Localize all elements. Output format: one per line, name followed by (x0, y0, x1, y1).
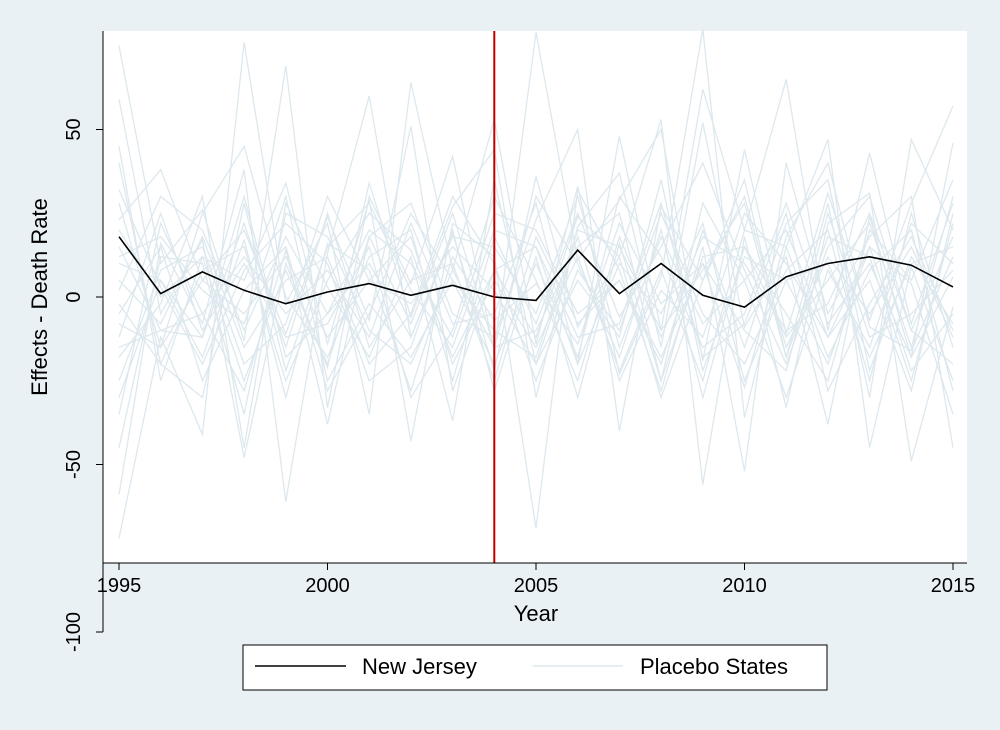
placebo-series-line-14 (118, 179, 954, 448)
y-tick-label: 0 (63, 291, 85, 302)
placebo-series-line-15 (118, 162, 954, 400)
placebo-series-line-24 (118, 200, 954, 399)
legend: New Jersey Placebo States (242, 644, 828, 691)
placebo-series-line-2 (118, 28, 954, 539)
placebo-series-line-3 (118, 99, 954, 458)
x-tick-label: 2015 (931, 575, 976, 597)
placebo-series-line-17 (118, 195, 954, 384)
x-tick-label: 2005 (514, 575, 559, 597)
x-axis-ticks: 1995 2000 2005 2010 2015 (97, 563, 976, 597)
placebo-series-line-18 (118, 194, 954, 400)
x-tick-label: 1995 (97, 575, 142, 597)
x-tick-label: 2010 (722, 575, 767, 597)
y-axis-title: Effects - Death Rate (27, 198, 52, 396)
placebo-series-line-23 (118, 196, 954, 384)
y-tick-label: -50 (63, 450, 85, 479)
legend-label-new-jersey: New Jersey (362, 654, 477, 679)
y-axis-ticks: -100 -50 0 50 (63, 118, 103, 652)
placebo-lines (118, 28, 954, 539)
legend-box (242, 644, 828, 691)
x-tick-label: 2000 (305, 575, 350, 597)
placebo-series-line-13 (118, 178, 954, 374)
placebo-series-line-20 (118, 211, 954, 398)
legend-label-placebo-states: Placebo States (640, 654, 788, 679)
placebo-series-line-21 (118, 194, 954, 373)
placebo-series-line-22 (118, 201, 954, 383)
y-tick-label: 50 (63, 118, 85, 140)
series-line-new-jersey (118, 236, 954, 308)
placebo-series-line-25 (118, 194, 954, 384)
y-tick-label: -100 (63, 612, 85, 652)
treated-line-group (118, 236, 954, 308)
x-axis-title: Year (514, 601, 558, 626)
